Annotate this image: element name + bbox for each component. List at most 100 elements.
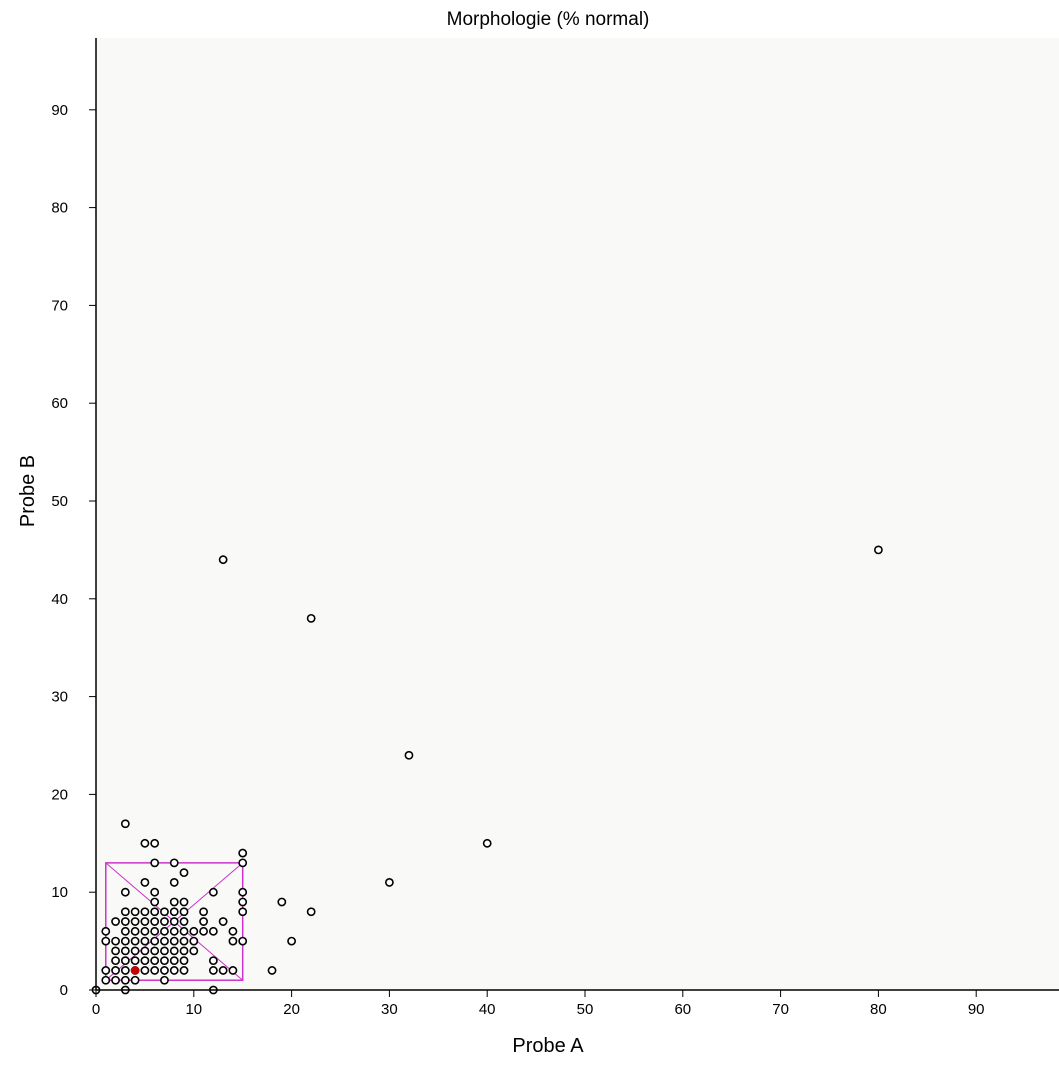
data-point [228,926,238,936]
data-point [150,956,160,966]
data-point [404,750,414,760]
data-point [150,838,160,848]
data-point [111,917,120,926]
x-tick-label: 50 [577,1001,594,1018]
data-point [189,936,199,946]
data-point [140,878,150,887]
y-tick-label: 90 [51,102,68,119]
data-point [482,838,492,848]
data-point [189,926,199,936]
data-point [130,926,140,936]
data-point [218,966,228,975]
data-point [140,946,150,956]
data-point [169,897,179,907]
x-tick-label: 80 [870,1001,887,1018]
y-axis-ticks: 0 10 20 30 40 50 60 70 80 90 [51,102,96,999]
data-point [111,975,120,985]
data-point [306,613,316,623]
data-point [150,966,160,975]
x-tick-label: 30 [381,1001,398,1018]
data-point [111,936,120,946]
data-point [179,897,189,907]
data-point [179,868,189,878]
data-point [179,956,189,966]
data-point [130,956,140,966]
data-point [238,907,248,917]
data-point [130,936,140,946]
data-point [120,819,130,829]
y-tick-label: 40 [51,591,68,608]
data-point [101,936,111,946]
data-point [160,975,169,985]
data-point [208,887,218,897]
data-point [150,936,160,946]
data-point [160,956,169,966]
data-point [101,966,111,975]
data-point [150,897,160,907]
plot-background [96,38,1059,990]
data-point [120,907,130,917]
x-axis-title: Probe A [512,1035,584,1057]
x-tick-label: 20 [283,1001,300,1018]
y-tick-label: 0 [60,982,68,999]
y-tick-label: 80 [51,200,68,217]
data-point [140,907,150,917]
data-point [160,936,169,946]
data-point [160,946,169,956]
data-point [130,946,140,956]
x-tick-label: 60 [674,1001,691,1018]
data-point [169,878,179,887]
data-point [140,956,150,966]
data-point [238,897,248,907]
data-point [179,926,189,936]
data-point [140,926,150,936]
data-point [111,966,120,975]
data-point [101,926,111,936]
y-tick-label: 60 [51,395,68,412]
chart-title: Morphologie (% normal) [447,9,650,30]
data-point [179,946,189,956]
data-point [120,917,130,926]
data-point [160,907,169,917]
data-point [384,878,394,887]
y-axis-title: Probe B [17,455,39,527]
data-point [160,917,169,926]
data-point [150,946,160,956]
highlighted-point [130,966,140,975]
data-point [208,926,218,936]
data-point [208,966,218,975]
data-point [179,917,189,926]
data-point [160,926,169,936]
data-point [306,907,316,917]
data-point [130,907,140,917]
data-point [874,545,883,555]
data-point [120,956,130,966]
data-point [140,936,150,946]
data-point [130,975,140,985]
data-point [150,926,160,936]
x-tick-label: 0 [92,1001,100,1018]
data-point [238,858,248,868]
data-point [169,966,179,975]
data-point [287,936,296,946]
data-point [120,946,130,956]
data-point [199,907,208,917]
data-point [120,966,130,975]
x-tick-label: 10 [185,1001,202,1018]
data-point [111,946,120,956]
y-tick-label: 30 [51,689,68,706]
data-point [238,887,248,897]
data-point [150,887,160,897]
data-point [169,926,179,936]
data-point [160,966,169,975]
data-point [169,946,179,956]
data-point [189,946,199,956]
data-point [267,966,277,975]
data-point [228,966,238,975]
data-point [140,966,150,975]
data-point [120,936,130,946]
data-point [130,917,140,926]
y-tick-label: 50 [51,493,68,510]
data-point [150,858,160,868]
